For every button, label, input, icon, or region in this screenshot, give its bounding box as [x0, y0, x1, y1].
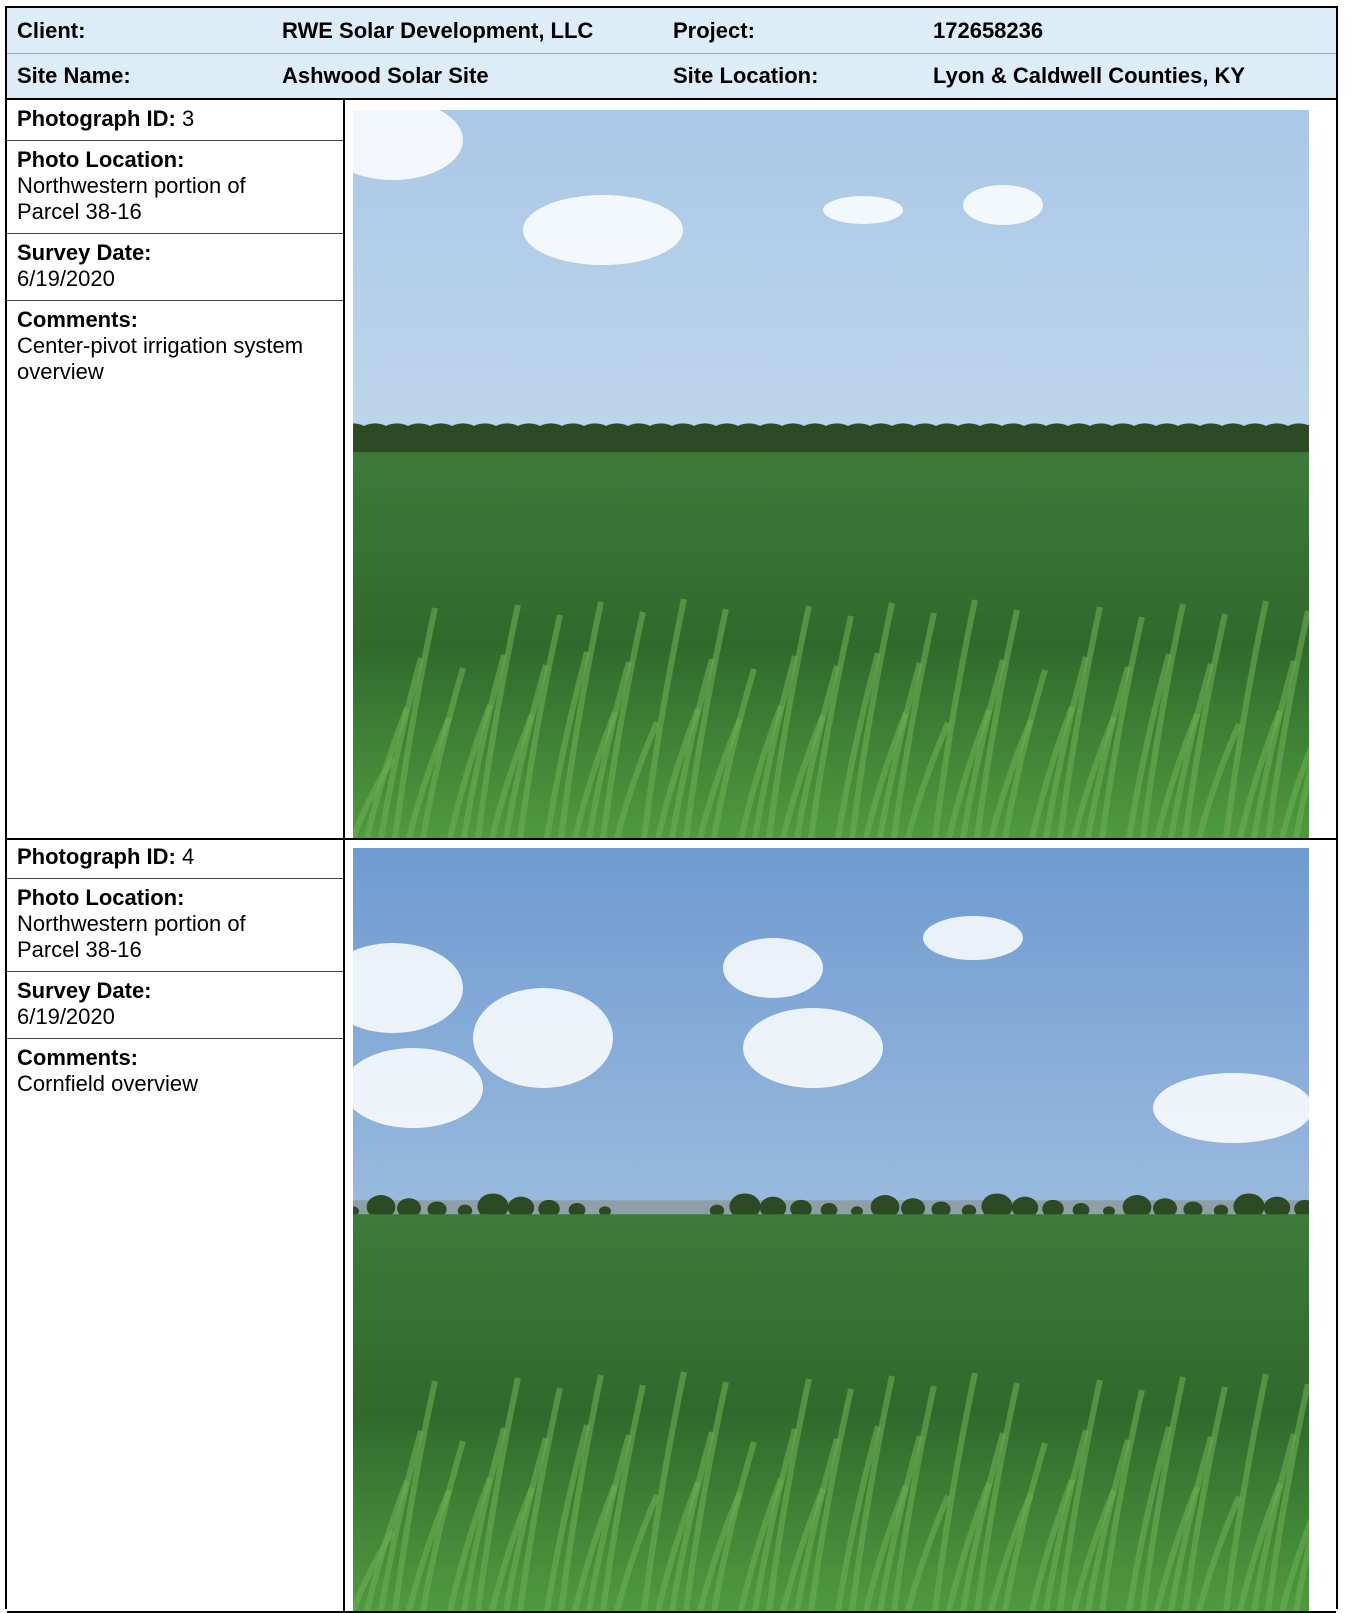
field-label: Site Name: — [17, 63, 131, 89]
field-label: Project: — [673, 18, 755, 44]
cell-text: Survey Date:6/19/2020 — [17, 240, 307, 292]
value: 3 — [182, 106, 194, 131]
photo-info: Photograph ID: 3 Photo Location:Northwest… — [7, 100, 345, 838]
photograph — [353, 848, 1309, 1611]
label: Comments: — [17, 307, 307, 333]
cell-text: Photograph ID: 3 — [17, 106, 307, 132]
value: Center-pivot irrigation system overview — [17, 333, 307, 385]
header-row: Client: RWE Solar Development, LLC Project… — [7, 8, 1336, 54]
comments-cell: Comments:Center-pivot irrigation system … — [7, 301, 343, 393]
value: Cornfield overview — [17, 1071, 307, 1097]
cell-text: Photo Location:Northwestern portion of P… — [17, 885, 307, 963]
photo-id-cell: Photograph ID: 3 — [7, 100, 343, 141]
value: 6/19/2020 — [17, 266, 307, 292]
date-cell: Survey Date:6/19/2020 — [7, 234, 343, 301]
header-row: Site Name: Ashwood Solar Site Site Locatio… — [7, 53, 1336, 98]
label: Comments: — [17, 1045, 307, 1071]
label: Survey Date: — [17, 978, 307, 1004]
date-cell: Survey Date:6/19/2020 — [7, 972, 343, 1039]
photo-info: Photograph ID: 4 Photo Location:Northwest… — [7, 838, 345, 1611]
cell-text: Photograph ID: 4 — [17, 844, 307, 870]
label: Photo Location: — [17, 885, 307, 911]
value: 6/19/2020 — [17, 1004, 307, 1030]
page: Client: RWE Solar Development, LLC Project… — [5, 6, 1338, 1609]
cell-text: Photo Location:Northwestern portion of P… — [17, 147, 307, 225]
field-value: 172658236 — [933, 18, 1043, 44]
label: Survey Date: — [17, 240, 307, 266]
photo-record: Photograph ID: 4 Photo Location:Northwest… — [7, 838, 1336, 1613]
cell-text: Comments:Cornfield overview — [17, 1045, 307, 1097]
photograph — [353, 110, 1309, 838]
field-value: Lyon & Caldwell Counties, KY — [933, 63, 1245, 89]
value: Northwestern portion of Parcel 38-16 — [17, 911, 307, 963]
label: Photo Location: — [17, 147, 307, 173]
cell-text: Survey Date:6/19/2020 — [17, 978, 307, 1030]
location-cell: Photo Location:Northwestern portion of P… — [7, 879, 343, 972]
value: Northwestern portion of Parcel 38-16 — [17, 173, 307, 225]
field-label: Site Location: — [673, 63, 818, 89]
cell-text: Comments:Center-pivot irrigation system … — [17, 307, 307, 385]
label: Photograph ID: — [17, 106, 176, 131]
value: 4 — [182, 844, 194, 869]
field-label: Client: — [17, 18, 85, 44]
field-value: RWE Solar Development, LLC — [282, 18, 593, 44]
location-cell: Photo Location:Northwestern portion of P… — [7, 141, 343, 234]
photo-record: Photograph ID: 3 Photo Location:Northwest… — [7, 100, 1336, 840]
header: Client: RWE Solar Development, LLC Project… — [7, 8, 1336, 100]
field-value: Ashwood Solar Site — [282, 63, 489, 89]
photo-id-cell: Photograph ID: 4 — [7, 838, 343, 879]
label: Photograph ID: — [17, 844, 176, 869]
comments-cell: Comments:Cornfield overview — [7, 1039, 343, 1105]
